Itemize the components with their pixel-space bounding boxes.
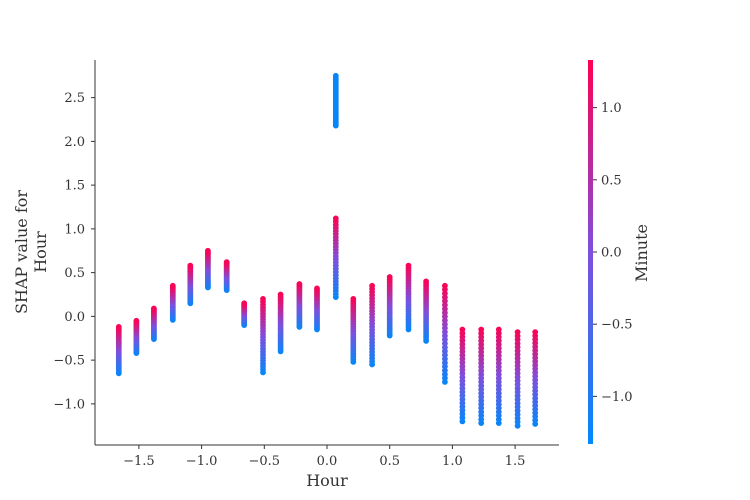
y-tick-label: −0.5 <box>53 354 85 369</box>
colorbar-tick-label: −0.5 <box>601 318 633 333</box>
scatter-point <box>296 281 303 287</box>
x-axis-ticks: −1.5 −1.0 −0.5 0.0 0.5 1.0 1.5 <box>123 445 525 469</box>
scatter-points <box>115 72 539 429</box>
colorbar-tick-label: 0.0 <box>601 246 622 261</box>
scatter-point <box>115 324 122 330</box>
scatter-point <box>459 326 466 333</box>
y-tick-label: 2.0 <box>64 135 85 150</box>
y-tick-label: 1.5 <box>64 179 85 194</box>
scatter-point <box>514 329 521 335</box>
scatter-point <box>532 329 539 335</box>
x-tick-label: 1.0 <box>442 454 463 469</box>
scatter-point <box>423 278 429 285</box>
x-tick-label: −1.0 <box>186 454 218 469</box>
scatter-point <box>442 282 448 289</box>
scatter-point <box>386 274 393 280</box>
y-tick-label: 0.5 <box>64 266 85 281</box>
x-axis-label: Hour <box>306 471 348 490</box>
y-tick-label: 2.5 <box>64 91 85 106</box>
scatter-point <box>169 282 176 289</box>
scatter-point <box>260 296 266 302</box>
scatter-point <box>241 300 248 307</box>
colorbar-tick-label: −1.0 <box>601 390 633 405</box>
y-axis-label-line1: SHAP value for <box>12 190 31 314</box>
scatter-point <box>369 282 375 289</box>
scatter-point <box>332 215 339 222</box>
scatter-point <box>478 326 485 333</box>
scatter-point <box>151 305 157 312</box>
scatter-point <box>405 262 412 269</box>
x-tick-label: 0.0 <box>317 454 338 469</box>
scatter-point <box>223 259 230 265</box>
scatter-point <box>277 291 284 298</box>
scatter-point <box>350 296 357 302</box>
x-tick-label: 0.5 <box>379 454 400 469</box>
colorbar-tick-label: 1.0 <box>601 101 622 116</box>
scatter-point <box>133 317 140 324</box>
y-tick-label: 1.0 <box>64 222 85 237</box>
y-axis-ticks: −1.0 −0.5 0.0 0.5 1.0 1.5 2.0 2.5 <box>53 91 95 412</box>
x-tick-label: −0.5 <box>249 454 281 469</box>
colorbar-tick-label: 0.5 <box>601 173 622 188</box>
y-tick-label: −1.0 <box>53 397 85 412</box>
x-tick-label: 1.5 <box>505 454 526 469</box>
outlier-point <box>332 72 339 79</box>
scatter-point <box>495 326 502 333</box>
colorbar <box>588 60 593 444</box>
x-tick-label: −1.5 <box>123 454 155 469</box>
scatter-point <box>205 247 211 254</box>
y-axis-label-line2: Hour <box>31 231 50 273</box>
y-tick-label: 0.0 <box>64 310 85 325</box>
colorbar-label: Minute <box>632 224 651 282</box>
scatter-point <box>314 285 320 292</box>
colorbar-ticks: −1.0 −0.5 0.0 0.5 1.0 <box>593 101 633 405</box>
scatter-point <box>187 262 194 269</box>
